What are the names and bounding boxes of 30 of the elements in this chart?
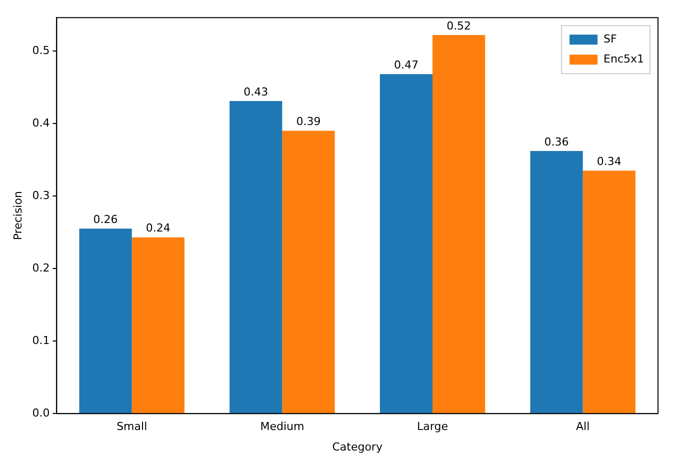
x-tick-label: Large — [417, 420, 448, 434]
data-label: 0.52 — [446, 19, 472, 32]
y-tick-label: 0.2 — [32, 261, 50, 274]
bar — [132, 237, 184, 414]
bar — [79, 228, 132, 414]
legend-label: SF — [604, 32, 617, 46]
y-tick-label: 0.3 — [32, 188, 50, 202]
data-label: 0.34 — [596, 154, 622, 168]
y-tick-label: 0.4 — [32, 116, 50, 130]
x-tick-label: Small — [116, 420, 148, 434]
y-tick-label: 0.1 — [32, 334, 50, 347]
bar — [380, 74, 433, 414]
data-label: 0.43 — [244, 85, 268, 98]
bar — [282, 130, 335, 414]
bar — [432, 35, 486, 414]
data-label: 0.47 — [394, 58, 418, 72]
data-label: 0.24 — [146, 222, 170, 235]
bar — [530, 151, 583, 414]
y-tick-label: 0.5 — [32, 44, 50, 57]
legend-label: Enc5x1 — [604, 52, 644, 66]
data-label: 0.39 — [296, 115, 321, 128]
x-tick-label: All — [576, 420, 590, 434]
y-axis-title: Precision — [11, 191, 24, 240]
data-label: 0.36 — [544, 135, 569, 148]
y-tick-label: 0.0 — [32, 406, 50, 420]
bar — [230, 101, 282, 414]
x-axis-title: Category — [332, 440, 383, 454]
x-tick-label: Medium — [260, 420, 304, 434]
data-label: 0.26 — [93, 213, 118, 226]
bar — [582, 170, 636, 414]
